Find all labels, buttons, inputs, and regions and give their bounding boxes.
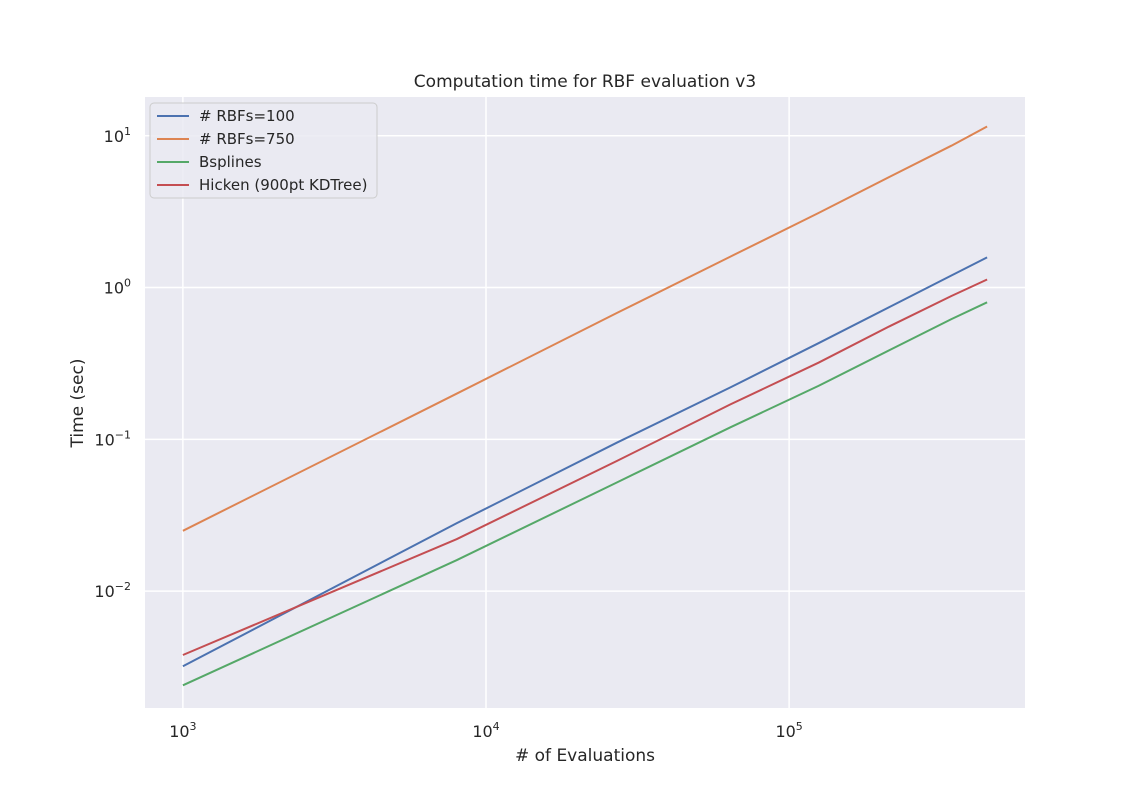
x-tick-label: 105 <box>775 720 802 741</box>
series-line-2 <box>182 301 988 687</box>
y-axis-ticks: 10−2 10−1 100 101 <box>94 125 131 601</box>
y-tick-label: 10−2 <box>94 580 131 601</box>
y-axis-label: Time (sec) <box>68 359 88 449</box>
series-lines <box>182 125 988 687</box>
chart-title: Computation time for RBF evaluation v3 <box>414 72 756 92</box>
y-tick-label: 100 <box>104 277 131 298</box>
series-line-1 <box>182 125 988 532</box>
gridlines <box>145 97 1025 708</box>
x-axis-ticks: 103 104 105 <box>169 720 803 741</box>
series-line-0 <box>182 256 988 668</box>
legend-box <box>149 102 378 199</box>
series-line-3 <box>182 278 988 656</box>
x-tick-label: 104 <box>472 720 499 741</box>
legend-entry: # RBFs=100 <box>199 107 295 125</box>
legend: # RBFs=100 # RBFs=750 Bsplines Hicken (900p… <box>149 102 378 199</box>
x-tick-label: 103 <box>169 720 196 741</box>
y-tick-label: 101 <box>104 125 131 146</box>
legend-entry: Bsplines <box>199 153 262 171</box>
legend-entry: # RBFs=750 <box>199 130 295 148</box>
y-tick-label: 10−1 <box>94 428 131 449</box>
plot-area <box>145 97 1025 708</box>
x-axis-label: # of Evaluations <box>515 746 655 766</box>
legend-entry: Hicken (900pt KDTree) <box>199 176 368 194</box>
